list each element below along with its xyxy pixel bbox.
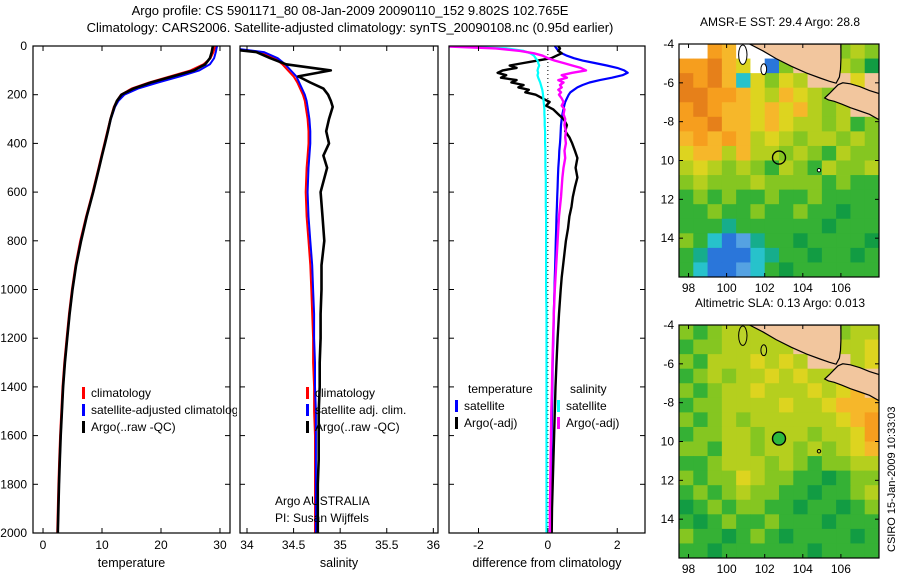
svg-text:-4: -4	[663, 318, 674, 332]
legend-swatch-satellite-adjusted	[82, 404, 85, 416]
svg-text:1000: 1000	[0, 283, 27, 297]
salinity-legend: climatology satellite adj. clim. Argo(..…	[306, 385, 406, 436]
legend-label: Argo(..raw -QC)	[315, 420, 400, 434]
sla-map-title: Altimetric SLA: 0.13 Argo: 0.013	[694, 296, 866, 310]
svg-text:104: 104	[793, 281, 813, 295]
svg-text:400: 400	[7, 136, 27, 150]
svg-text:-6: -6	[663, 357, 674, 371]
svg-text:-10: -10	[660, 154, 674, 168]
legend-swatch-climatology	[306, 387, 309, 399]
svg-text:35: 35	[333, 538, 347, 552]
svg-text:102: 102	[755, 281, 775, 295]
legend-label: satellite-adjusted climatology	[91, 403, 237, 417]
legend-label: climatology	[91, 386, 152, 400]
svg-text:2000: 2000	[0, 526, 27, 540]
svg-text:600: 600	[7, 185, 27, 199]
svg-text:-10: -10	[660, 435, 674, 449]
svg-text:0: 0	[40, 538, 47, 552]
svg-text:-12: -12	[660, 473, 674, 487]
difference-legend-temperature: temperature satellite Argo(-adj)	[455, 381, 533, 432]
svg-text:-4: -4	[663, 37, 674, 51]
legend-label: Argo(..raw -QC)	[91, 420, 176, 434]
svg-text:-8: -8	[663, 396, 674, 410]
svg-text:1200: 1200	[0, 331, 27, 345]
svg-text:34: 34	[240, 538, 254, 552]
svg-text:1600: 1600	[0, 429, 27, 443]
annotation-line2: PI: Susan Wijffels	[275, 511, 369, 525]
svg-text:30: 30	[213, 538, 227, 552]
legend-header-temperature: temperature	[468, 382, 533, 396]
difference-legend-salinity: salinity satellite Argo(-adj)	[557, 381, 619, 432]
svg-text:-14: -14	[660, 231, 674, 245]
svg-text:36: 36	[427, 538, 441, 552]
svg-text:106: 106	[831, 281, 851, 295]
svg-text:100: 100	[717, 281, 737, 295]
svg-text:difference from climatology: difference from climatology	[472, 556, 622, 570]
legend-label: climatology	[315, 386, 376, 400]
svg-text:35.5: 35.5	[375, 538, 399, 552]
csiro-timestamp-watermark: CSIRO 15-Jan-2009 10:33:03	[886, 406, 898, 552]
temperature-profile-chart: 0 10 20 30 0 200 400 600 800 1000 1200 1400 1600 1800…	[0, 40, 231, 570]
svg-text:10: 10	[95, 538, 109, 552]
svg-text:1800: 1800	[0, 477, 27, 491]
legend-label: Argo(-adj)	[566, 416, 620, 430]
svg-text:200: 200	[7, 88, 27, 102]
legend-label: satellite	[464, 399, 505, 413]
svg-text:800: 800	[7, 234, 27, 248]
svg-text:-6: -6	[663, 76, 674, 90]
annotation-line1: Argo AUSTRALIA	[275, 494, 370, 508]
svg-text:temperature: temperature	[98, 556, 165, 570]
svg-text:-2: -2	[473, 538, 484, 552]
legend-swatch-sal-argo	[557, 417, 560, 429]
svg-text:salinity: salinity	[320, 556, 359, 570]
legend-swatch-sal-satellite	[557, 400, 560, 412]
svg-text:98: 98	[682, 562, 696, 576]
sst-map-title: AMSR-E SST: 29.4 Argo: 28.8	[699, 15, 861, 29]
figure-title-line2: Climatology: CARS2006. Satellite-adjuste…	[86, 20, 614, 35]
legend-swatch-argo	[82, 421, 85, 433]
salinity-profile-chart: 34 34.5 35 35.5 36 salinity	[239, 45, 441, 570]
svg-text:0: 0	[20, 40, 27, 53]
svg-text:-14: -14	[660, 512, 674, 526]
legend-swatch-temp-satellite	[455, 400, 458, 412]
sst-map-chart: 98 100 102 104 106 -4 -6 -8 -10 -12 -14	[660, 37, 880, 295]
legend-label: satellite	[566, 399, 607, 413]
svg-text:98: 98	[682, 281, 696, 295]
svg-text:34.5: 34.5	[282, 538, 306, 552]
argo-australia-annotation: Argo AUSTRALIA PI: Susan Wijffels	[275, 493, 370, 527]
legend-swatch-climatology	[82, 387, 85, 399]
svg-text:106: 106	[831, 562, 851, 576]
temperature-legend: climatology satellite-adjusted climatolo…	[82, 385, 237, 436]
svg-text:2: 2	[614, 538, 621, 552]
svg-text:100: 100	[717, 562, 737, 576]
legend-header-salinity: salinity	[570, 382, 607, 396]
svg-text:0: 0	[545, 538, 552, 552]
svg-text:20: 20	[154, 538, 168, 552]
figure-title-line1: Argo profile: CS 5901171_80 08-Jan-2009 …	[131, 3, 569, 18]
legend-label: satellite adj. clim.	[315, 403, 407, 417]
legend-swatch-satellite-adjusted	[306, 404, 309, 416]
legend-swatch-temp-argo	[455, 417, 458, 429]
svg-text:-8: -8	[663, 115, 674, 129]
svg-text:1400: 1400	[0, 380, 27, 394]
svg-text:104: 104	[793, 562, 813, 576]
legend-swatch-argo	[306, 421, 309, 433]
svg-text:-12: -12	[660, 192, 674, 206]
sla-map-chart: 98 100 102 104 106 -4 -6 -8 -10 -12 -14	[660, 318, 880, 576]
difference-profile-chart: -2 0 2 difference from climatology	[448, 45, 646, 570]
legend-label: Argo(-adj)	[464, 416, 518, 430]
svg-text:102: 102	[755, 562, 775, 576]
